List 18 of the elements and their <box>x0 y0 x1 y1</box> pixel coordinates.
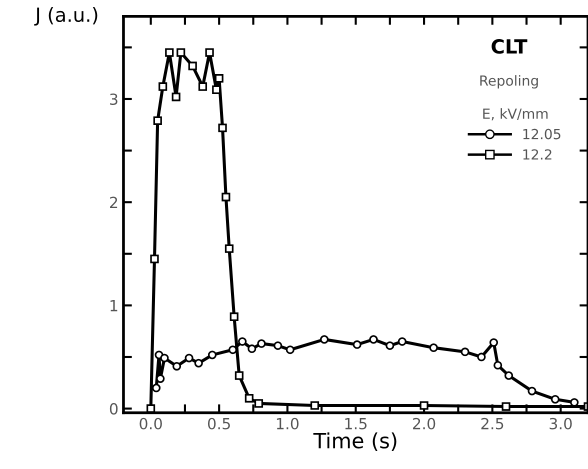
x-tick-label: 0.0 <box>140 418 162 430</box>
y-tick-label: 3 <box>110 93 118 105</box>
text: CLT <box>492 39 528 54</box>
legend-label: 12.2 <box>523 149 552 160</box>
x-tick-label: 2.0 <box>413 418 436 430</box>
y-tick-label: 2 <box>110 196 118 208</box>
x-tick-label: 3.0 <box>550 418 572 430</box>
x-tick-label: 0.5 <box>208 418 230 430</box>
x-tick-label: 1.0 <box>276 418 299 430</box>
text: Repoling <box>480 75 538 89</box>
x-tick-label: 2.5 <box>481 418 504 430</box>
y-tick-label: 1 <box>110 300 118 312</box>
x-axis-title: Time (s) <box>313 432 396 451</box>
x-tick-label: 1.5 <box>345 418 367 430</box>
y-tick-label: 0 <box>110 403 118 415</box>
legend-title: E, kV/mm <box>483 108 548 120</box>
y-axis-title: J (a.u.) <box>34 7 98 26</box>
legend-label: 12.05 <box>523 128 560 140</box>
